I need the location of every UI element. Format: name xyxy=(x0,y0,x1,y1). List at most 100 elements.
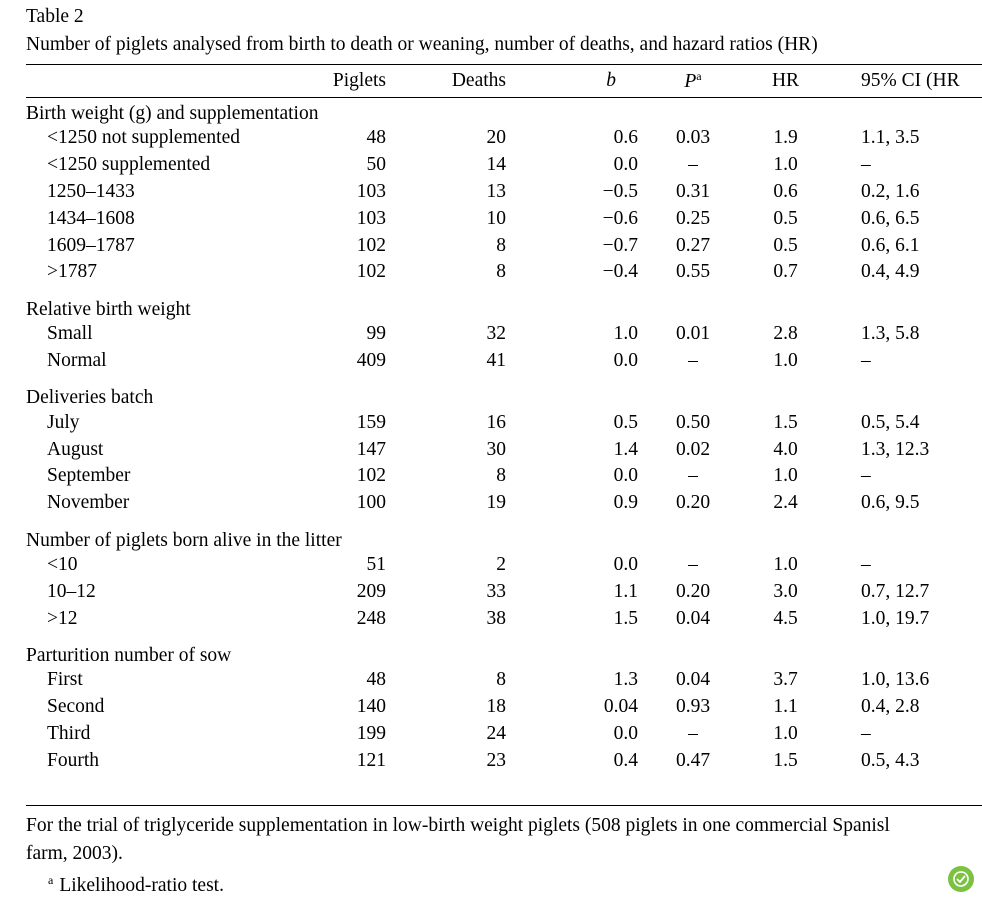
cell-hr: 1.0 xyxy=(773,154,798,176)
cell-p: 0.20 xyxy=(675,492,711,514)
row-label: Fourth xyxy=(47,749,100,771)
header-p: Pa xyxy=(638,65,748,97)
cell-b: −0.4 xyxy=(602,261,638,283)
table-label: Table 2 xyxy=(26,6,84,27)
cell-deaths: 13 xyxy=(486,180,507,202)
cell-hr: 1.0 xyxy=(773,465,798,487)
footnote-note-text: Likelihood-ratio test. xyxy=(59,875,224,896)
cell-deaths: 41 xyxy=(486,349,507,371)
row-label: Second xyxy=(47,696,105,718)
cell-ci: 1.3, 12.3 xyxy=(861,438,930,460)
top-rule xyxy=(26,64,982,66)
cell-piglets: 102 xyxy=(356,465,386,487)
bottom-rule xyxy=(26,805,982,807)
row-label: <1250 supplemented xyxy=(47,154,211,176)
cell-deaths: 8 xyxy=(496,465,506,487)
group-header-row: Relative birth weight xyxy=(26,286,982,321)
group-header-row: Parturition number of sow xyxy=(26,632,982,667)
cell-ci: – xyxy=(861,553,871,575)
header-rule xyxy=(26,97,982,98)
header-p-sup: a xyxy=(696,69,702,83)
cell-p: – xyxy=(688,465,698,487)
cell-ci: 1.0, 19.7 xyxy=(861,607,930,629)
group-title: Parturition number of sow xyxy=(26,644,232,666)
cell-hr: 3.7 xyxy=(773,669,798,691)
row-label: Third xyxy=(47,722,91,744)
group-header-row: Number of piglets born alive in the litt… xyxy=(26,517,982,552)
cell-ci: – xyxy=(861,349,871,371)
cell-ci: – xyxy=(861,154,871,176)
cell-hr: 0.5 xyxy=(773,234,798,256)
cell-b: 0.9 xyxy=(613,492,638,514)
cell-piglets: 51 xyxy=(366,553,387,575)
green-leaf-check-icon[interactable] xyxy=(948,866,974,892)
cell-hr: 1.0 xyxy=(773,553,798,575)
cell-piglets: 102 xyxy=(356,261,386,283)
footnote-note: a Likelihood-ratio test. xyxy=(48,866,224,900)
cell-piglets: 100 xyxy=(356,492,386,514)
cell-b: 0.4 xyxy=(613,749,638,771)
cell-deaths: 10 xyxy=(486,207,507,229)
table-row: 1609–1787 102 8 −0.7 0.27 0.5 0.6, 6.1 xyxy=(26,232,982,259)
cell-p: 0.55 xyxy=(675,261,711,283)
header-b: b xyxy=(606,70,616,91)
cell-deaths: 38 xyxy=(486,607,507,629)
cell-ci: 0.4, 2.8 xyxy=(861,696,920,718)
group-title: Birth weight (g) and supplementation xyxy=(26,103,319,124)
cell-p: 0.27 xyxy=(675,234,711,256)
cell-b: 1.3 xyxy=(613,669,638,691)
cell-deaths: 14 xyxy=(486,154,507,176)
cell-hr: 1.5 xyxy=(773,749,798,771)
cell-p: 0.47 xyxy=(675,749,711,771)
cell-p: 0.25 xyxy=(675,207,711,229)
table-row: 1250–1433 103 13 −0.5 0.31 0.6 0.2, 1.6 xyxy=(26,179,982,206)
table-row: 1434–1608 103 10 −0.6 0.25 0.5 0.6, 6.5 xyxy=(26,205,982,232)
row-label: Small xyxy=(47,323,93,345)
header-row: Piglets Deaths b Pa HR 95% CI (HR xyxy=(26,65,982,97)
row-label: <1250 not supplemented xyxy=(47,127,240,149)
cell-b: 0.04 xyxy=(603,696,638,718)
table-row: <1250 not supplemented 48 20 0.6 0.03 1.9 1.1,… xyxy=(26,125,982,152)
cell-p: – xyxy=(688,349,698,371)
group-header-row: Birth weight (g) and supplementation xyxy=(26,97,982,125)
cell-deaths: 8 xyxy=(496,234,506,256)
cell-hr: 0.5 xyxy=(773,207,798,229)
cell-ci: 0.5, 5.4 xyxy=(861,411,920,433)
cell-b: 0.0 xyxy=(613,553,638,575)
cell-ci: 0.6, 6.1 xyxy=(861,234,920,256)
table-row: Small 99 32 1.0 0.01 2.8 1.3, 5.8 xyxy=(26,321,982,348)
table-caption: Number of piglets analysed from birth to… xyxy=(26,34,818,55)
cell-deaths: 30 xyxy=(486,438,507,460)
cell-piglets: 102 xyxy=(356,234,386,256)
cell-piglets: 409 xyxy=(356,349,386,371)
table-row: First 48 8 1.3 0.04 3.7 1.0, 13.6 xyxy=(26,667,982,694)
cell-deaths: 33 xyxy=(486,580,507,602)
table-row: August 147 30 1.4 0.02 4.0 1.3, 12.3 xyxy=(26,436,982,463)
cell-piglets: 248 xyxy=(356,607,386,629)
cell-p: 0.50 xyxy=(675,411,711,433)
cell-piglets: 159 xyxy=(356,411,386,433)
cell-p: 0.02 xyxy=(675,438,711,460)
table-row: <10 51 2 0.0 – 1.0 – xyxy=(26,552,982,579)
row-label: 1434–1608 xyxy=(47,207,135,229)
cell-piglets: 103 xyxy=(356,207,386,229)
cell-ci: 0.7, 12.7 xyxy=(861,580,930,602)
cell-hr: 4.0 xyxy=(773,438,798,460)
footnote-main: For the trial of triglyceride supplement… xyxy=(26,815,890,836)
cell-deaths: 16 xyxy=(486,411,507,433)
cell-p: 0.01 xyxy=(675,323,711,345)
cell-b: −0.5 xyxy=(602,180,638,202)
cell-ci: 1.1, 3.5 xyxy=(861,127,920,149)
row-label: 1250–1433 xyxy=(47,180,135,202)
cell-p: 0.31 xyxy=(675,180,711,202)
leaf-check-glyph xyxy=(953,871,969,887)
table-row: November 100 19 0.9 0.20 2.4 0.6, 9.5 xyxy=(26,490,982,517)
cell-b: 0.0 xyxy=(613,154,638,176)
cell-b: −0.7 xyxy=(602,234,638,256)
cell-deaths: 23 xyxy=(486,749,507,771)
row-label: 10–12 xyxy=(47,580,96,602)
footnote-marker: a xyxy=(48,873,54,887)
table-row: Second 140 18 0.04 0.93 1.1 0.4, 2.8 xyxy=(26,694,982,721)
table-footnote: For the trial of triglyceride supplement… xyxy=(26,812,982,896)
cell-piglets: 50 xyxy=(366,154,387,176)
